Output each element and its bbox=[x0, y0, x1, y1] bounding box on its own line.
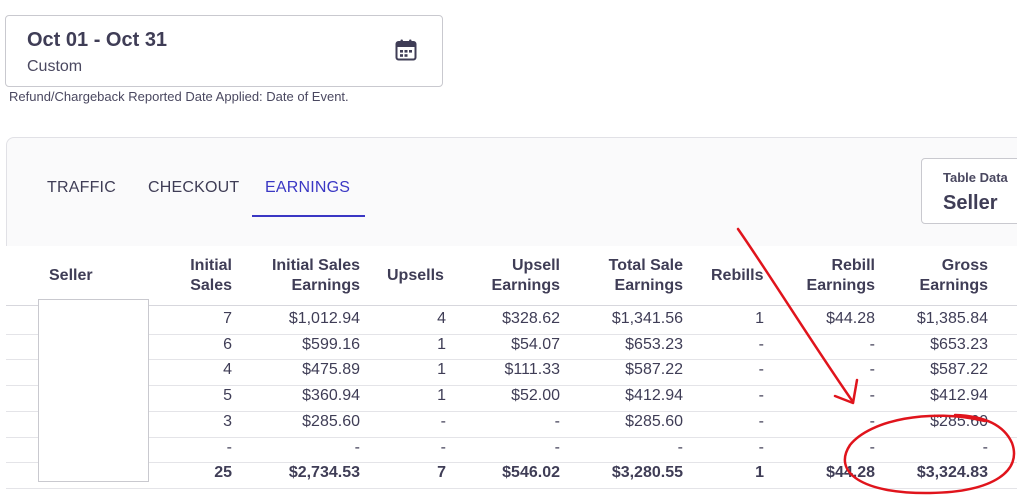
header-seller[interactable]: Seller bbox=[49, 267, 93, 284]
header-upsells[interactable]: Upsells bbox=[387, 267, 444, 284]
cell-initial-sales-earnings: $475.89 bbox=[302, 361, 360, 379]
row-divider bbox=[6, 385, 1017, 387]
table-data-value: Seller bbox=[943, 192, 998, 214]
header-line: Sales bbox=[190, 277, 232, 294]
cell-upsells: - bbox=[440, 438, 446, 456]
cell-rebill-earnings: - bbox=[869, 361, 875, 379]
cell-total-sale-earnings: $587.22 bbox=[625, 361, 683, 379]
header-rebill-earnings[interactable]: Rebill Earnings bbox=[790, 256, 875, 296]
cell-initial-sales-earnings: $285.60 bbox=[302, 412, 360, 430]
total-upsells: 7 bbox=[437, 464, 446, 482]
cell-initial-sales: - bbox=[226, 438, 232, 456]
cell-upsells: 1 bbox=[437, 361, 446, 379]
row-divider bbox=[6, 462, 1017, 464]
header-line: Initial Sales bbox=[271, 257, 360, 274]
refund-chargeback-note: Refund/Chargeback Reported Date Applied:… bbox=[9, 89, 349, 104]
header-divider bbox=[6, 305, 1017, 306]
table-data-label: Table Data bbox=[943, 170, 1008, 185]
cell-gross-earnings: $587.22 bbox=[930, 361, 988, 379]
cell-gross-earnings: $1,385.84 bbox=[916, 310, 988, 327]
row-divider bbox=[6, 359, 1017, 361]
total-gross-earnings: $3,324.83 bbox=[916, 464, 988, 482]
header-line: Earnings bbox=[614, 277, 683, 294]
row-divider bbox=[6, 333, 1017, 335]
header-total-sale-earnings[interactable]: Total Sale Earnings bbox=[580, 256, 683, 296]
total-upsell-earnings: $546.02 bbox=[502, 464, 560, 482]
header-line: Earnings bbox=[491, 277, 560, 294]
cell-upsell-earnings: $328.62 bbox=[502, 310, 560, 327]
cell-initial-sales: 5 bbox=[223, 387, 232, 405]
cell-total-sale-earnings: $285.60 bbox=[625, 412, 683, 430]
cell-rebill-earnings: - bbox=[869, 412, 875, 430]
cell-initial-sales-earnings: - bbox=[354, 438, 360, 456]
cell-upsell-earnings: $54.07 bbox=[511, 335, 560, 353]
cell-rebill-earnings: - bbox=[869, 335, 875, 353]
cell-initial-sales: 3 bbox=[223, 412, 232, 430]
header-initial-sales-earnings[interactable]: Initial Sales Earnings bbox=[240, 256, 360, 296]
date-range-text: Oct 01 - Oct 31 bbox=[27, 29, 168, 51]
cell-initial-sales-earnings: $599.16 bbox=[302, 335, 360, 353]
cell-total-sale-earnings: $653.23 bbox=[625, 335, 683, 353]
cell-total-sale-earnings: - bbox=[677, 438, 683, 456]
date-range-picker[interactable]: Oct 01 - Oct 31 Custom bbox=[5, 15, 443, 87]
header-line: Earnings bbox=[806, 277, 875, 294]
header-line: Upsell bbox=[511, 257, 560, 274]
calendar-icon[interactable] bbox=[394, 38, 418, 62]
cell-total-sale-earnings: $1,341.56 bbox=[611, 310, 683, 327]
cell-initial-sales-earnings: $360.94 bbox=[302, 387, 360, 405]
tab-checkout[interactable]: CHECKOUT bbox=[148, 179, 240, 196]
cell-initial-sales: 7 bbox=[223, 310, 232, 327]
cell-rebills: - bbox=[758, 412, 764, 430]
cell-rebills: - bbox=[758, 438, 764, 456]
total-rebill-earnings: $44.28 bbox=[826, 464, 875, 482]
cell-upsells: - bbox=[440, 412, 446, 430]
header-line: Earnings bbox=[919, 277, 988, 294]
cell-upsell-earnings: - bbox=[554, 412, 560, 430]
cell-upsell-earnings: $111.33 bbox=[504, 361, 560, 379]
cell-upsell-earnings: $52.00 bbox=[511, 387, 560, 405]
cell-total-sale-earnings: $412.94 bbox=[625, 387, 683, 405]
row-divider bbox=[6, 436, 1017, 438]
total-initial-sales: 25 bbox=[214, 464, 232, 482]
active-tab-indicator bbox=[252, 215, 365, 217]
cell-initial-sales: 4 bbox=[223, 361, 232, 379]
header-line: Total Sale bbox=[608, 257, 683, 274]
header-upsell-earnings[interactable]: Upsell Earnings bbox=[470, 256, 560, 296]
cell-initial-sales: 6 bbox=[223, 335, 232, 353]
row-divider bbox=[6, 487, 1017, 489]
header-line: Gross bbox=[941, 257, 988, 274]
cell-rebill-earnings: - bbox=[869, 387, 875, 405]
cell-upsells: 4 bbox=[437, 310, 446, 327]
table-data-selector[interactable]: Table Data Seller bbox=[921, 158, 1017, 224]
header-line: Earnings bbox=[291, 277, 360, 294]
header-gross-earnings[interactable]: Gross Earnings bbox=[895, 256, 988, 296]
tab-traffic[interactable]: TRAFFIC bbox=[47, 179, 116, 196]
total-initial-sales-earnings: $2,734.53 bbox=[288, 464, 360, 482]
total-rebills: 1 bbox=[755, 464, 764, 482]
header-line: Rebill bbox=[831, 257, 875, 274]
cell-gross-earnings: $653.23 bbox=[930, 335, 988, 353]
row-divider bbox=[6, 410, 1017, 412]
total-total-sale-earnings: $3,280.55 bbox=[611, 464, 683, 482]
cell-rebill-earnings: - bbox=[869, 438, 875, 456]
cell-rebill-earnings: $44.28 bbox=[826, 310, 875, 327]
cell-gross-earnings: $285.60 bbox=[930, 412, 988, 430]
cell-initial-sales-earnings: $1,012.94 bbox=[288, 310, 360, 327]
cell-upsells: 1 bbox=[437, 387, 446, 405]
header-initial-sales[interactable]: Initial Sales bbox=[160, 256, 232, 296]
tab-earnings[interactable]: EARNINGS bbox=[265, 179, 351, 196]
cell-upsells: 1 bbox=[437, 335, 446, 353]
cell-upsell-earnings: - bbox=[554, 438, 560, 456]
cell-gross-earnings: - bbox=[982, 438, 988, 456]
cell-gross-earnings: $412.94 bbox=[930, 387, 988, 405]
date-preset-text: Custom bbox=[27, 58, 83, 75]
header-line: Initial bbox=[190, 257, 232, 274]
header-rebills[interactable]: Rebills bbox=[711, 267, 764, 284]
seller-names-redacted bbox=[38, 299, 149, 482]
